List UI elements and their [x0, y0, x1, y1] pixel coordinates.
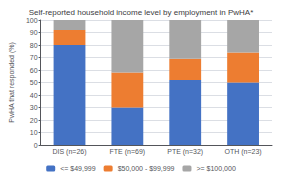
- svg-text:90: 90: [30, 29, 38, 36]
- svg-text:Self-reported household income: Self-reported household income level by …: [29, 8, 254, 17]
- svg-text:$50,000 - $99,999: $50,000 - $99,999: [118, 165, 175, 172]
- svg-text:70: 70: [30, 54, 38, 61]
- svg-text:PwHA that responded (%): PwHA that responded (%): [8, 42, 16, 123]
- svg-text:DIS (n=26): DIS (n=26): [52, 148, 86, 156]
- svg-text:60: 60: [30, 67, 38, 74]
- svg-text:100: 100: [26, 17, 38, 24]
- svg-text:40: 40: [30, 92, 38, 99]
- svg-text:FTE (n=69): FTE (n=69): [110, 148, 146, 156]
- svg-text:20: 20: [30, 117, 38, 124]
- svg-text:<= $49,999: <= $49,999: [60, 165, 96, 172]
- svg-text:>= $100,000: >= $100,000: [196, 165, 235, 172]
- svg-text:80: 80: [30, 42, 38, 49]
- svg-text:OTH (n=23): OTH (n=23): [224, 148, 261, 156]
- svg-text:0: 0: [34, 142, 38, 149]
- svg-text:30: 30: [30, 104, 38, 111]
- svg-text:10: 10: [30, 129, 38, 136]
- svg-text:50: 50: [30, 79, 38, 86]
- svg-text:PTE (n=32): PTE (n=32): [167, 148, 203, 156]
